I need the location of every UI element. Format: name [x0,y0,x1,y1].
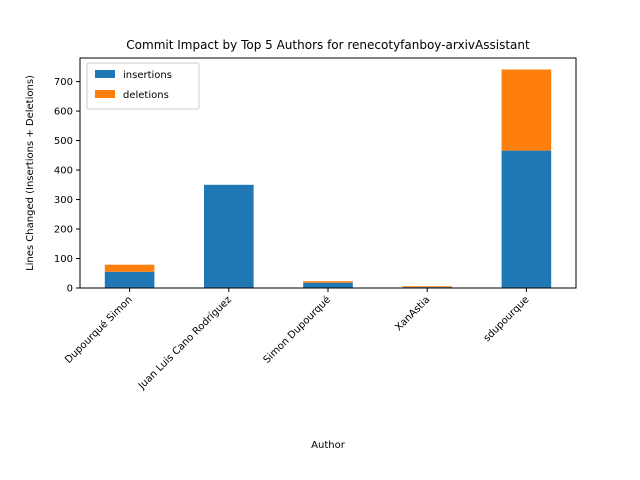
bar-deletions-2 [303,281,353,283]
plot-frame [79,57,577,289]
bar-deletions-4 [501,69,552,151]
x-axis-ticks: Dupourqué Simon Juan Luis Cano Rodríguez S… [63,288,532,392]
legend-swatch-insertions [95,70,115,78]
x-tick-label: Juan Luis Cano Rodríguez [135,294,234,393]
y-tick-label: 400 [54,166,73,177]
bar-insertions-0 [104,271,155,288]
y-tick-label: 600 [54,107,73,118]
y-tick-label: 0 [67,284,73,295]
chart-title: Commit Impact by Top 5 Authors for renec… [126,38,530,52]
bar-insertions-2 [303,282,353,288]
legend-label-deletions: deletions [123,90,169,101]
x-tick-label: Simon Dupourqué [261,294,333,366]
y-tick-label: 200 [54,225,73,236]
x-axis-label: Author [311,440,346,451]
y-tick-label: 700 [54,77,73,88]
bar-insertions-4 [501,150,552,288]
legend: insertions deletions [86,62,200,110]
x-tick-label: sdupourque [482,294,532,344]
legend-swatch-deletions [95,90,115,98]
bar-deletions-3 [402,286,452,288]
bar-deletions-0 [104,264,155,272]
x-tick-label: Dupourqué Simon [63,294,135,366]
bar-insertions-1 [204,184,254,288]
y-axis-ticks: 0 100 200 300 400 500 600 700 [54,77,80,295]
x-tick-label: XanAstia [393,294,432,333]
y-tick-label: 500 [54,136,73,147]
legend-label-insertions: insertions [123,70,172,81]
y-tick-label: 300 [54,195,73,206]
y-tick-label: 100 [54,254,73,265]
y-axis-label: Lines Changed (Insertions + Deletions) [25,75,36,271]
bars-group [104,69,552,288]
